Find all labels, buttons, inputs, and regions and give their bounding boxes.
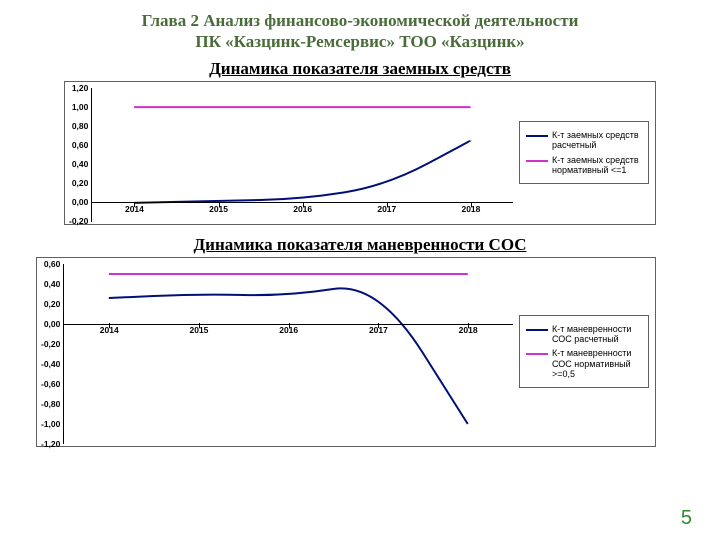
legend-swatch: [526, 135, 548, 137]
chart2-plot-wrap: 0,600,400,200,00-0,20-0,40-0,60-0,80-1,0…: [37, 258, 517, 446]
legend-item: К-т маневренности СОС нормативный >=0,5: [526, 348, 642, 379]
chart2-frame: 0,600,400,200,00-0,20-0,40-0,60-0,80-1,0…: [36, 257, 656, 447]
slide-title: Глава 2 Анализ финансово-экономической д…: [28, 10, 692, 53]
chart2-plot-area: 2014 2015 2016 2017 2018: [63, 264, 513, 444]
legend-label: К-т маневренности СОС расчетный: [552, 324, 642, 345]
chart2-svg: [64, 264, 513, 444]
legend-swatch: [526, 160, 548, 162]
x-axis-label: 2014: [100, 325, 119, 335]
x-axis-label: 2015: [209, 204, 228, 214]
series-line: [134, 140, 471, 202]
x-axis-label: 2018: [461, 204, 480, 214]
legend-label: К-т заемных средств расчетный: [552, 130, 642, 151]
chart1-plot-wrap: 1,201,000,800,600,400,200,00-0,20 201420…: [65, 82, 517, 224]
chart1-frame: 1,201,000,800,600,400,200,00-0,20 201420…: [64, 81, 656, 225]
x-axis-label: 2015: [189, 325, 208, 335]
legend-item: К-т заемных средств расчетный: [526, 130, 642, 151]
chart1-plot-area: 2014 2015 2016 2017 2018: [91, 88, 513, 222]
x-axis-label: 2014: [125, 204, 144, 214]
chart1-y-axis: 1,201,000,800,600,400,200,00-0,20: [69, 88, 91, 222]
x-axis-label: 2016: [293, 204, 312, 214]
legend-item: К-т маневренности СОС расчетный: [526, 324, 642, 345]
legend-swatch: [526, 353, 548, 355]
page-number: 5: [681, 507, 692, 530]
legend-label: К-т маневренности СОС нормативный >=0,5: [552, 348, 642, 379]
legend-swatch: [526, 329, 548, 331]
title-line2: ПК «Казцинк-Ремсервис» ТОО «Казцинк»: [195, 32, 524, 51]
legend-item: К-т заемных средств нормативный <=1: [526, 155, 642, 176]
chart1-legend: К-т заемных средств расчетный К-т заемных…: [519, 121, 649, 184]
legend-label: К-т заемных средств нормативный <=1: [552, 155, 642, 176]
chart1-title: Динамика показателя заемных средств: [28, 59, 692, 79]
chart2-title: Динамика показателя маневренности СОС: [28, 235, 692, 255]
x-axis-label: 2017: [377, 204, 396, 214]
x-axis-label: 2016: [279, 325, 298, 335]
chart2-y-axis: 0,600,400,200,00-0,20-0,40-0,60-0,80-1,0…: [41, 264, 63, 444]
chart2-legend: К-т маневренности СОС расчетный К-т манев…: [519, 315, 649, 389]
x-axis-label: 2018: [459, 325, 478, 335]
title-line1: Глава 2 Анализ финансово-экономической д…: [142, 11, 579, 30]
x-axis-label: 2017: [369, 325, 388, 335]
series-line: [109, 288, 468, 424]
